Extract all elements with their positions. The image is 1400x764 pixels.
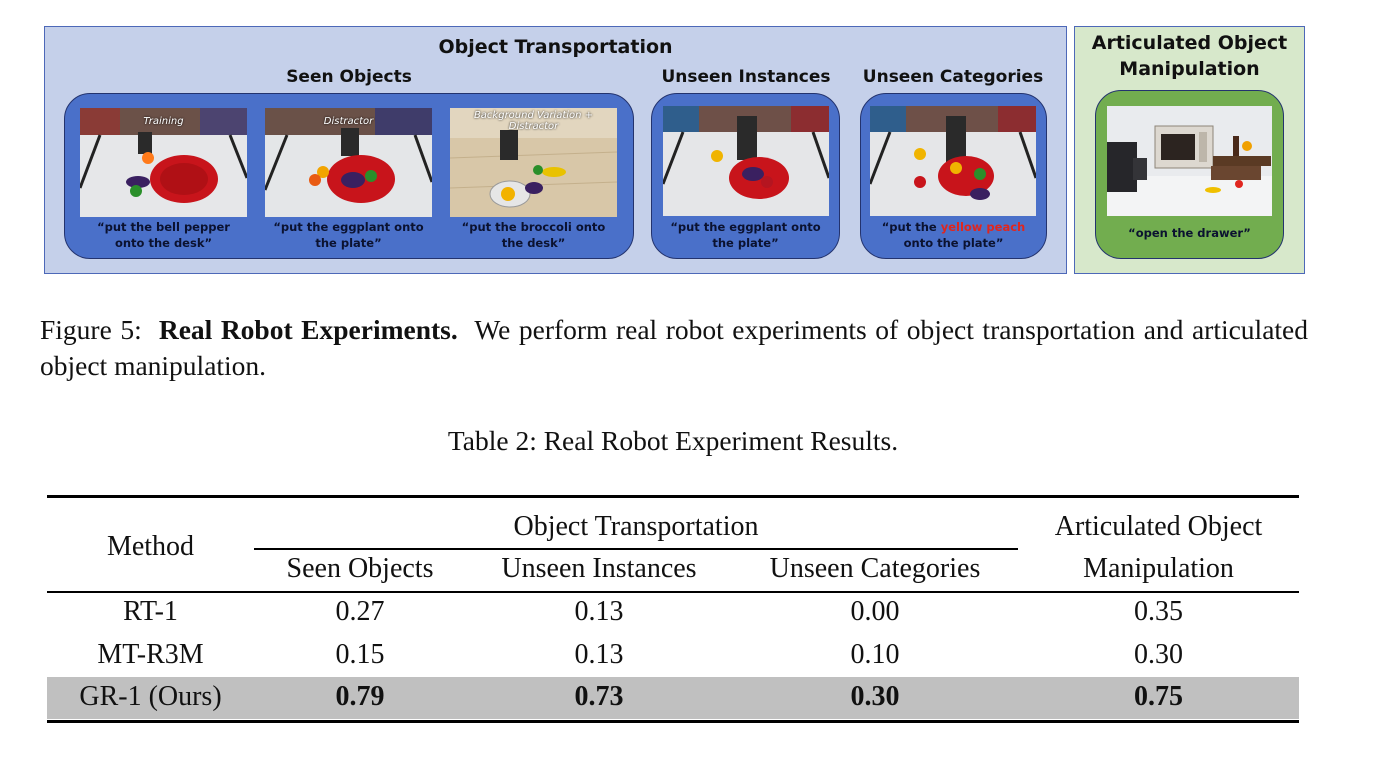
- object-transportation-title: Object Transportation: [438, 36, 673, 58]
- row-method: GR-1 (Ours): [79, 681, 222, 712]
- figure-caption-text: We perform real robot experiments of obj…: [40, 314, 1308, 381]
- header-method: Method: [106, 531, 195, 562]
- unseen-categories-title: Unseen Categories: [862, 67, 1044, 87]
- unseen-instances-instruction-line1: “put the eggplant onto: [670, 220, 821, 234]
- unseen-instances-title: Unseen Instances: [661, 67, 831, 87]
- instruction-highlight: yellow peach: [940, 220, 1026, 234]
- training-tag: Training: [143, 116, 184, 127]
- row-articulated: 0.75: [1134, 681, 1183, 712]
- row-unseen-instances: 0.13: [574, 639, 624, 670]
- row-unseen-categories: 0.30: [850, 681, 900, 712]
- row-articulated: 0.30: [1134, 639, 1183, 670]
- training-instruction-line2: onto the desk”: [114, 236, 213, 250]
- row-seen-objects: 0.79: [335, 681, 385, 712]
- header-articulated-line2: Manipulation: [1083, 553, 1234, 584]
- distractor-instruction-line2: the plate”: [315, 236, 382, 250]
- row-unseen-instances: 0.13: [574, 596, 624, 627]
- articulated-title-line2: Manipulation: [1119, 58, 1260, 80]
- highlighted-row-background: [47, 677, 1299, 719]
- group-rule: [254, 548, 1018, 550]
- background-variation-photo: [450, 108, 617, 217]
- table-caption: Table 2: Real Robot Experiment Results.: [447, 425, 899, 456]
- instruction-prefix: “put the: [881, 220, 941, 234]
- articulated-title-line1: Articulated Object: [1091, 32, 1288, 54]
- row-unseen-instances: 0.73: [574, 681, 624, 712]
- row-seen-objects: 0.27: [335, 596, 385, 627]
- figure-caption: Figure 5: Real Robot Experiments. We per…: [40, 312, 1308, 384]
- articulated-photo: [1107, 106, 1272, 216]
- header-object-transportation: Object Transportation: [513, 511, 759, 542]
- unseen-instances-photo: [663, 106, 829, 216]
- training-instruction-line1: “put the bell pepper: [97, 220, 230, 234]
- distractor-photo: [265, 108, 432, 217]
- distractor-instruction-line1: “put the eggplant onto: [273, 220, 424, 234]
- header-unseen-instances: Unseen Instances: [501, 553, 697, 584]
- row-seen-objects: 0.15: [335, 639, 385, 670]
- row-method: RT-1: [123, 596, 178, 627]
- row-unseen-categories: 0.10: [850, 639, 900, 670]
- top-rule: [47, 495, 1299, 498]
- background-instruction-line1: “put the broccoli onto: [461, 220, 606, 234]
- unseen-categories-instruction-line2: onto the plate”: [903, 236, 1004, 250]
- unseen-categories-photo: [870, 106, 1036, 216]
- articulated-instruction: “open the drawer”: [1128, 226, 1251, 240]
- row-method: MT-R3M: [97, 639, 204, 670]
- background-instruction-line2: the desk”: [501, 236, 566, 250]
- row-articulated: 0.35: [1134, 596, 1183, 627]
- seen-objects-title: Seen Objects: [286, 67, 412, 87]
- figure-caption-title: Real Robot Experiments.: [158, 314, 458, 345]
- background-variation-tag-line2: Distractor: [508, 121, 559, 132]
- row-unseen-categories: 0.00: [850, 596, 900, 627]
- background-variation-tag-line1: Background Variation +: [473, 110, 594, 121]
- header-seen-objects: Seen Objects: [286, 553, 434, 584]
- header-articulated-line1: Articulated Object: [1054, 511, 1263, 542]
- unseen-instances-instruction-line2: the plate”: [712, 236, 779, 250]
- distractor-tag: Distractor: [323, 116, 374, 127]
- unseen-categories-instruction-line1: “put the yellow peach: [860, 219, 1047, 235]
- mid-rule: [47, 591, 1299, 593]
- figure-label: Figure 5:: [40, 314, 142, 345]
- header-unseen-categories: Unseen Categories: [769, 553, 981, 584]
- training-photo: [80, 108, 247, 217]
- bottom-rule: [47, 720, 1299, 723]
